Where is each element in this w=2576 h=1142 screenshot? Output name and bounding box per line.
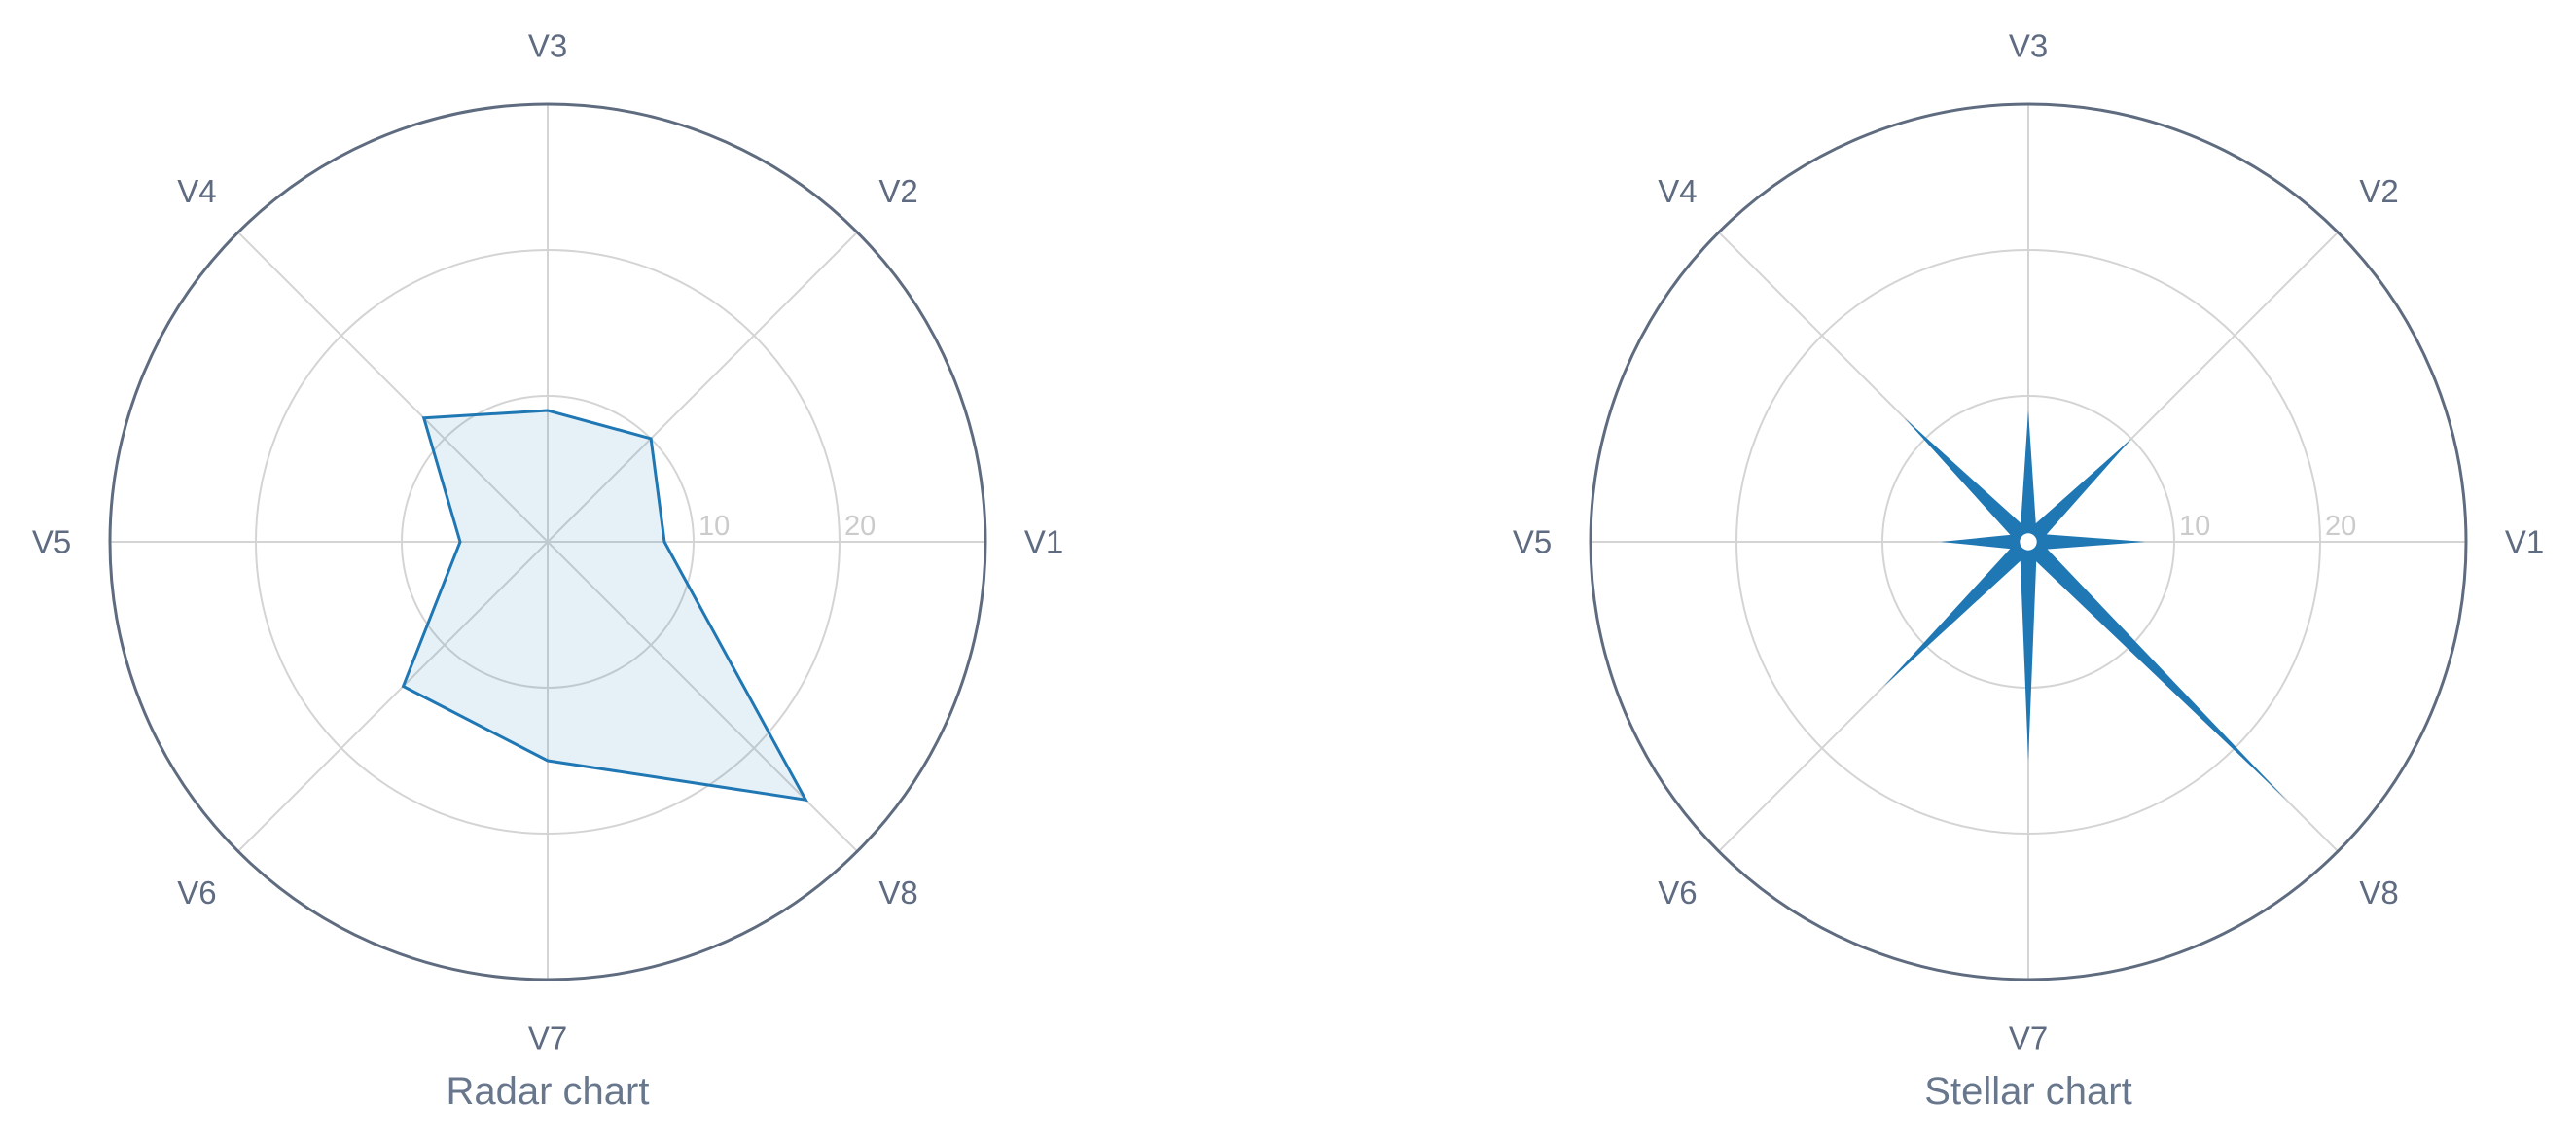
radial-tick-label-20: 20 (2325, 511, 2356, 542)
axis-label-v7: V7 (2009, 1020, 2048, 1056)
radial-tick-label-10: 10 (698, 511, 730, 542)
stellar-spike-v7 (2020, 542, 2037, 761)
radar-plot-svg: 10 20 V1 V2 V3 V4 V5 V6 V7 V8 Radar chart (32, 28, 1063, 1113)
axis-label-v5: V5 (32, 524, 71, 560)
axis-label-v8: V8 (2359, 874, 2398, 910)
grid-circle-10 (401, 395, 695, 689)
axis-label-v1: V1 (1024, 524, 1063, 560)
stellar-spike-v1 (2028, 533, 2145, 551)
spoke-v2 (547, 232, 858, 543)
spoke-v4 (237, 232, 549, 543)
radar-chart: 10 20 V1 V2 V3 V4 V5 V6 V7 V8 Radar chart (32, 28, 1063, 1113)
axis-label-v5: V5 (1513, 524, 1552, 560)
axis-label-v7: V7 (528, 1020, 567, 1056)
stellar-spike-v3 (2020, 410, 2037, 542)
outer-ring (108, 102, 987, 981)
axis-label-v2: V2 (2359, 173, 2398, 209)
axis-label-v2: V2 (878, 173, 917, 209)
chart-title: Radar chart (447, 1070, 650, 1113)
axis-label-v3: V3 (528, 28, 567, 64)
stellar-chart: 10 20 V1 V2 V3 V4 V5 V6 V7 V8 Stellar chart (1288, 0, 2576, 1142)
axis-label-v6: V6 (1658, 874, 1697, 910)
stellar-plot-svg: 10 20 V1 V2 V3 V4 V5 V6 V7 V8 Stellar chart (1513, 28, 2544, 1113)
axis-label-v4: V4 (177, 173, 216, 209)
radial-tick-label-10: 10 (2179, 511, 2210, 542)
stellar-spike-v8 (2021, 535, 2287, 801)
stellar-spike-v2 (2021, 438, 2132, 549)
grid-circle-20 (1735, 249, 2321, 835)
chart-title: Stellar chart (1924, 1070, 2131, 1113)
axis-label-v4: V4 (1658, 173, 1697, 209)
spoke-v6 (237, 541, 549, 852)
axis-label-v6: V6 (177, 874, 216, 910)
radial-tick-label-20: 20 (844, 511, 876, 542)
stellar-spike-v4 (1904, 417, 2035, 549)
stellar-spike-v6 (1883, 535, 2035, 687)
axis-label-v8: V8 (878, 874, 917, 910)
grid-circle-20 (255, 249, 841, 835)
radar-polygon (401, 409, 808, 803)
stellar-spike-v5 (1941, 533, 2028, 551)
axis-label-v1: V1 (2505, 524, 2544, 560)
center-dot (2020, 533, 2037, 551)
outer-ring (1589, 102, 2468, 981)
axis-label-v3: V3 (2009, 28, 2048, 64)
